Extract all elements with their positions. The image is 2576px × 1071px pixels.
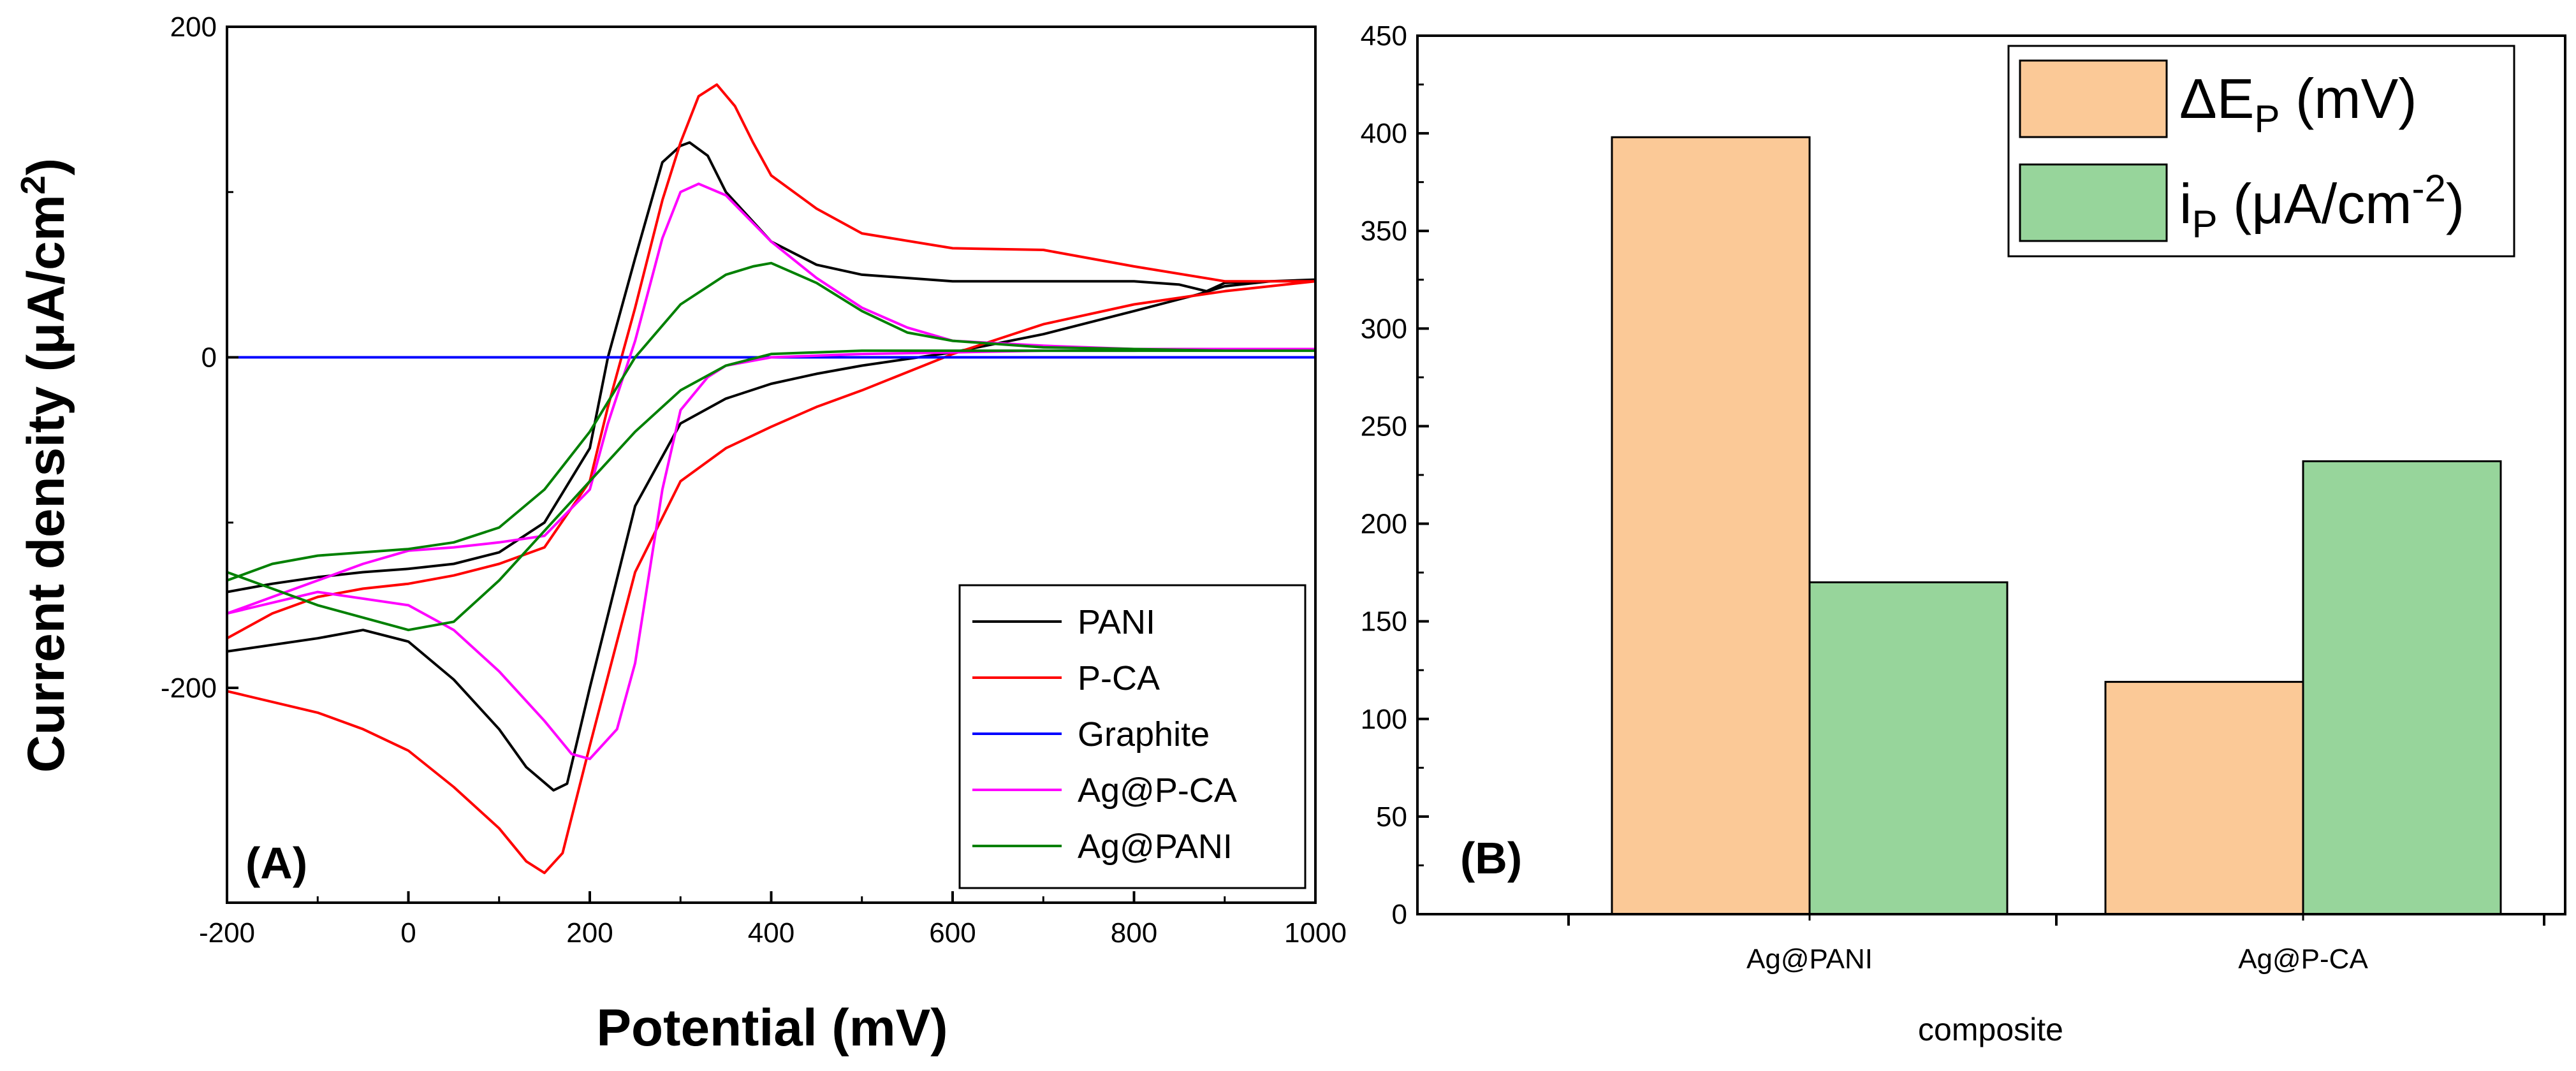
x-tick-label: 800: [1111, 917, 1157, 949]
y-tick-label: 100: [1361, 704, 1407, 735]
legend-label-graphite: Graphite: [1078, 715, 1210, 754]
legend-swatch-ip: [2019, 163, 2168, 242]
legend-label-ag-p-ca: Ag@P-CA: [1078, 771, 1237, 810]
panel-a-legend-box: [958, 584, 1306, 889]
x-tick-label: 200: [566, 917, 613, 949]
x-tick-label: 400: [748, 917, 794, 949]
legend-label-pani: PANI: [1078, 603, 1155, 641]
y-tick-label: 200: [1361, 509, 1407, 540]
panel-b-legend: ΔEP (mV) iP (μA/cm-2): [2007, 45, 2515, 258]
bar-ag-pani-series-0: [1611, 136, 1811, 915]
series-line-pani: [226, 141, 1317, 792]
y-tick-label: -200: [161, 673, 217, 704]
y-tick-label: 400: [1361, 118, 1407, 149]
legend-label-p-ca: P-CA: [1078, 659, 1160, 697]
y-tick-label: 350: [1361, 215, 1407, 247]
panel-b-label: (B): [1460, 833, 1522, 883]
panel-a-legend: PANI P-CA Graphite Ag@P-CA Ag@PANI: [958, 584, 1306, 889]
x-tick-label: 1000: [1284, 917, 1347, 949]
y-tick-label: 50: [1376, 801, 1407, 833]
y-tick-label: 0: [1392, 899, 1407, 930]
legend-label-ip: iP (μA/cm-2): [2179, 167, 2464, 245]
x-category-label: Ag@PANI: [1746, 943, 1873, 975]
y-tick-label: 450: [1361, 20, 1407, 52]
y-tick-label: 200: [170, 11, 217, 43]
panel-b-ticks: 0 50 100 150 200 250 300 350 400 450 Ag@PANI Ag@P-C…: [1361, 20, 2545, 975]
x-tick-label: 0: [400, 917, 416, 949]
panel-a-label: (A): [245, 838, 307, 888]
panel-a-x-axis-title: Potential (mV): [596, 999, 948, 1057]
y-tick-label: 250: [1361, 411, 1407, 442]
panel-a-series-layer: [226, 83, 1317, 875]
bar-ag-p-ca-series-1: [2302, 460, 2502, 915]
y-tick-label: 150: [1361, 606, 1407, 638]
panel-a-ticks: -200 0 200 400 600 800 1000 -200 0 200: [161, 11, 1347, 949]
x-tick-label: 600: [929, 917, 976, 949]
y-tick-label: 0: [201, 342, 217, 373]
panel-a-line-chart: -200 0 200 400 600 800 1000 -200 0 200 Current de…: [14, 11, 1347, 1057]
legend-label-delta-ep: ΔEP (mV): [2179, 67, 2417, 140]
panel-a-y-axis-title: Current density (μA/cm2): [14, 158, 75, 773]
y-tick-label: 300: [1361, 313, 1407, 344]
legend-label-ag-pani: Ag@PANI: [1078, 827, 1233, 866]
bar-ag-pani-series-1: [1808, 581, 2009, 915]
panel-a-legend-items: PANI P-CA Graphite Ag@P-CA Ag@PANI: [972, 603, 1237, 866]
bar-ag-p-ca-series-0: [2104, 681, 2304, 915]
legend-swatch-delta-ep: [2019, 59, 2168, 138]
panel-b-bar-chart: 0 50 100 150 200 250 300 350 400 450 Ag@PANI Ag@P-C…: [1361, 20, 2566, 1047]
series-line-ag-pani: [226, 261, 1317, 632]
x-category-label: Ag@P-CA: [2238, 943, 2368, 975]
panel-b-x-axis-title: composite: [1918, 1012, 2063, 1047]
panel-b-bars-layer: [1611, 136, 2502, 915]
x-tick-label: -200: [199, 917, 255, 949]
